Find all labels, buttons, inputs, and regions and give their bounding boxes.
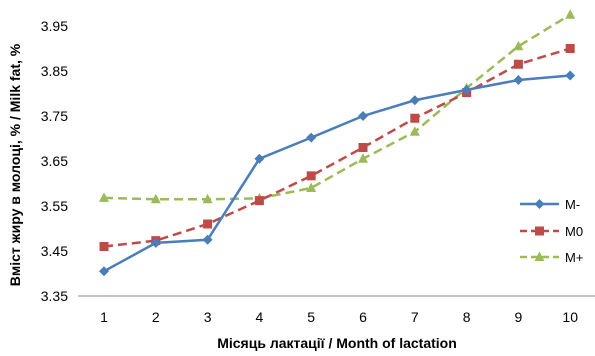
legend-label: M-: [565, 197, 580, 212]
data-point: [306, 171, 316, 181]
x-tick-label: 7: [411, 309, 419, 325]
legend-marker: [535, 226, 544, 236]
x-tick-label: 1: [100, 309, 108, 325]
data-point: [409, 95, 420, 106]
data-point: [513, 40, 524, 51]
data-point: [99, 266, 109, 277]
x-tick-label: 10: [562, 309, 578, 325]
data-point: [306, 182, 317, 192]
data-point: [306, 132, 317, 143]
legend-marker: [534, 251, 545, 261]
series-M-: [99, 70, 576, 277]
legend: M- M0 M+: [520, 197, 583, 265]
y-tick-label: 3.45: [41, 243, 68, 259]
data-point: [358, 153, 368, 163]
x-axis-ticks: 1 2 3 4 5 6 7 8 9 10: [100, 309, 578, 325]
legend-item-M-: M-: [520, 197, 580, 212]
y-tick-label: 3.35: [41, 288, 68, 304]
data-point: [203, 219, 213, 229]
legend-label: M+: [565, 250, 583, 265]
data-point: [99, 192, 109, 202]
x-axis-title: Місяць лактації / Month of lactation: [217, 335, 457, 351]
series-line: [103, 13, 571, 201]
data-point: [409, 126, 420, 136]
x-tick-label: 6: [359, 309, 367, 325]
data-point: [254, 153, 265, 164]
y-tick-label: 3.95: [41, 18, 68, 34]
y-tick-label: 3.55: [41, 198, 68, 214]
y-tick-label: 3.65: [41, 153, 68, 169]
data-point: [150, 193, 161, 204]
legend-item-M0: M0: [520, 224, 583, 239]
legend-marker: [534, 199, 545, 209]
data-point: [565, 9, 576, 19]
x-tick-label: 3: [204, 309, 212, 325]
data-point: [461, 84, 472, 95]
y-tick-label: 3.75: [41, 108, 68, 124]
series-M+: [99, 9, 576, 204]
y-axis-title: Вміст жиру в молоці, % / Milk fat, %: [7, 43, 23, 286]
series-M0: [99, 44, 575, 251]
data-point: [99, 242, 109, 251]
data-point: [565, 44, 575, 53]
series-line: [103, 47, 571, 248]
y-tick-label: 3.85: [41, 63, 68, 79]
x-tick-label: 4: [256, 309, 264, 325]
data-point: [358, 111, 368, 121]
data-point: [358, 143, 368, 152]
data-point: [565, 70, 576, 81]
data-point: [513, 59, 523, 69]
x-tick-label: 2: [152, 309, 160, 325]
series-line: [103, 74, 571, 273]
x-tick-label: 5: [307, 309, 315, 325]
y-axis-ticks: 3.35 3.45 3.55 3.65 3.75 3.85 3.95: [41, 18, 68, 304]
data-point: [202, 234, 213, 245]
data-point: [202, 193, 213, 204]
data-point: [410, 113, 420, 123]
data-point: [150, 237, 161, 248]
data-point: [513, 75, 524, 85]
series-layer: [99, 9, 576, 277]
legend-item-M+: M+: [520, 250, 583, 265]
x-tick-label: 8: [463, 309, 471, 325]
x-tick-label: 9: [515, 309, 523, 325]
legend-label: M0: [565, 224, 583, 239]
data-point: [254, 196, 264, 206]
